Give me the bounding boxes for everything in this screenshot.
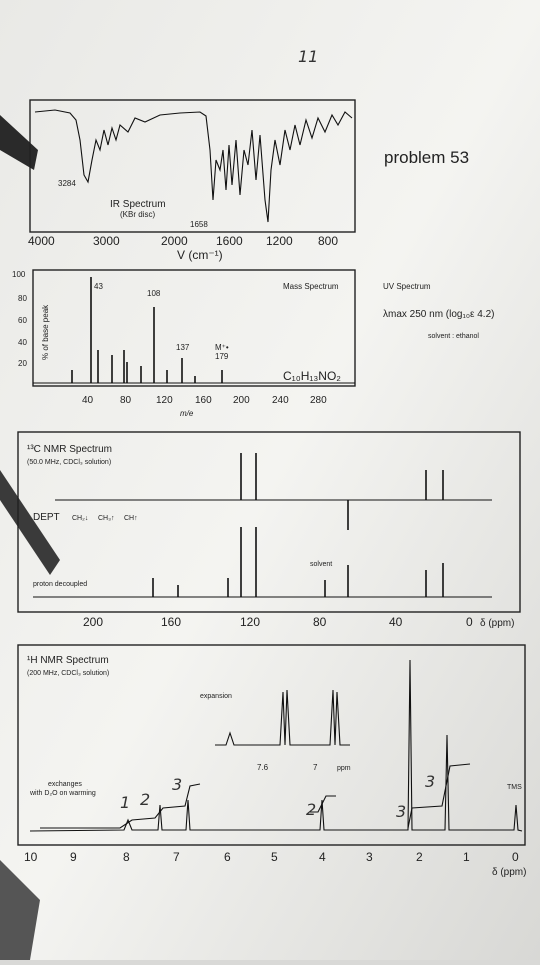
shadow: [0, 860, 40, 960]
ir-tick-label: 2000: [161, 234, 188, 248]
h1-x-tick: 0: [512, 850, 519, 864]
mass-y-tick: 20: [18, 359, 27, 368]
shadow: [0, 470, 60, 575]
mass-y-tick: 80: [18, 294, 27, 303]
h1-trace: [29, 659, 523, 832]
handwritten-note: 3: [396, 802, 406, 821]
mass-peak-label: 179: [215, 352, 229, 361]
mass-y-tick: 60: [18, 316, 27, 325]
expansion-tick: 7.6: [257, 763, 269, 772]
h1-x-tick: 9: [70, 850, 77, 864]
mass-y-tick: 40: [18, 338, 27, 347]
mass-peak-label: 137: [176, 343, 190, 352]
mass-peak-label: 108: [147, 289, 161, 298]
h1-spectrum: ¹H NMR Spectrum (200 MHz, CDCl₃ solution…: [17, 644, 526, 878]
mass-x-tick: 280: [310, 395, 327, 406]
mass-y-tick: 100: [12, 270, 26, 279]
decoupled-peaks: [152, 527, 444, 597]
handwritten-note: 3: [172, 775, 182, 794]
ir-tick-label: 3000: [93, 234, 120, 248]
dept-peaks: [240, 453, 444, 530]
c13-x-tick: 200: [83, 615, 103, 629]
handwritten-note: 2: [140, 790, 150, 809]
ir-trace: [34, 109, 353, 223]
c13-conditions: (50.0 MHz, CDCl₃ solution): [27, 459, 111, 466]
c13-x-tick: 80: [313, 615, 327, 629]
mass-y-label: % of base peak: [41, 304, 50, 360]
mass-x-tick: 40: [82, 395, 94, 406]
dept-label: DEPT: [33, 512, 60, 523]
tms-label: TMS: [507, 784, 522, 791]
h1-conditions: (200 MHz, CDCl₃ solution): [27, 670, 109, 677]
c13-x-tick: 40: [389, 615, 403, 629]
mass-peaks: [71, 277, 223, 383]
h1-x-tick: 10: [24, 850, 38, 864]
c13-frame: [17, 431, 521, 613]
mass-frame: [32, 269, 356, 387]
ir-medium: (KBr disc): [120, 210, 155, 219]
h1-x-tick: 2: [416, 850, 423, 864]
mass-peak-label: M⁺•: [215, 343, 229, 352]
ir-peak-label: 1658: [190, 220, 208, 229]
ir-tick-label: 800: [318, 234, 338, 248]
exchange-note: with D₂O on warming: [29, 790, 96, 797]
h1-x-label: δ (ppm): [492, 867, 526, 878]
expansion-unit: ppm: [337, 765, 351, 772]
dept-legend: CH↑: [124, 515, 138, 522]
mass-title: Mass Spectrum: [283, 282, 339, 291]
h1-x-tick: 5: [271, 850, 278, 864]
handwritten-note: 1: [120, 793, 130, 812]
mass-x-label: m/e: [180, 409, 194, 418]
ir-frame: [29, 99, 356, 233]
solvent-label: solvent: [310, 561, 332, 568]
h1-x-tick: 3: [366, 850, 373, 864]
uv-title: UV Spectrum: [383, 282, 431, 291]
integration: [40, 763, 471, 829]
c13-spectrum: ¹³C NMR Spectrum (50.0 MHz, CDCl₃ soluti…: [17, 431, 521, 629]
exchange-note: exchanges: [48, 781, 82, 788]
h1-x-tick: 6: [224, 850, 231, 864]
c13-x-label: δ (ppm): [480, 618, 514, 629]
c13-x-tick: 120: [240, 615, 260, 629]
c13-x-tick: 160: [161, 615, 181, 629]
h1-x-tick: 7: [173, 850, 180, 864]
ir-peak-label: 3284: [58, 179, 76, 188]
ir-tick-label: 4000: [28, 234, 55, 248]
formula: C₁₀H₁₃NO₂: [283, 369, 341, 383]
c13-x-tick: 0: [466, 615, 473, 629]
uv-lambda: λmax 250 nm (log₁₀ε 4.2): [383, 309, 494, 320]
expansion-tick: 7: [313, 763, 318, 772]
h1-x-tick: 8: [123, 850, 130, 864]
expansion-trace: [215, 689, 350, 746]
c13-title: ¹³C NMR Spectrum: [27, 444, 112, 455]
uv-solvent: solvent : ethanol: [428, 333, 479, 340]
h1-frame: [17, 644, 526, 846]
ir-spectrum: 3284 IR Spectrum (KBr disc) 1658 4000 30…: [28, 99, 356, 262]
h1-title: ¹H NMR Spectrum: [27, 655, 109, 666]
ir-tick-label: 1200: [266, 234, 293, 248]
mass-x-tick: 120: [156, 395, 173, 406]
decoupled-label: proton decoupled: [33, 581, 87, 588]
mass-x-tick: 160: [195, 395, 212, 406]
mass-spectrum: 100 80 60 40 20 % of base peak 43 108 13…: [12, 269, 356, 418]
ir-title: IR Spectrum: [110, 199, 166, 210]
h1-x-tick: 1: [463, 850, 470, 864]
handwritten-note: 11: [298, 47, 318, 66]
mass-x-tick: 240: [272, 395, 289, 406]
h1-x-tick: 4: [319, 850, 326, 864]
ir-tick-label: 1600: [216, 234, 243, 248]
mass-x-tick: 200: [233, 395, 250, 406]
expansion-label: expansion: [200, 693, 232, 700]
dept-legend: CH₃↑: [98, 515, 114, 522]
handwritten-note: 3: [425, 772, 435, 791]
mass-peak-label: 43: [94, 282, 103, 291]
problem-number: problem 53: [384, 148, 469, 167]
ir-axis-label: V (cm⁻¹): [177, 248, 223, 262]
mass-x-tick: 80: [120, 395, 132, 406]
dept-legend: CH₂↓: [72, 515, 88, 522]
handwritten-note: 2: [306, 800, 316, 819]
shadow: [0, 115, 38, 170]
